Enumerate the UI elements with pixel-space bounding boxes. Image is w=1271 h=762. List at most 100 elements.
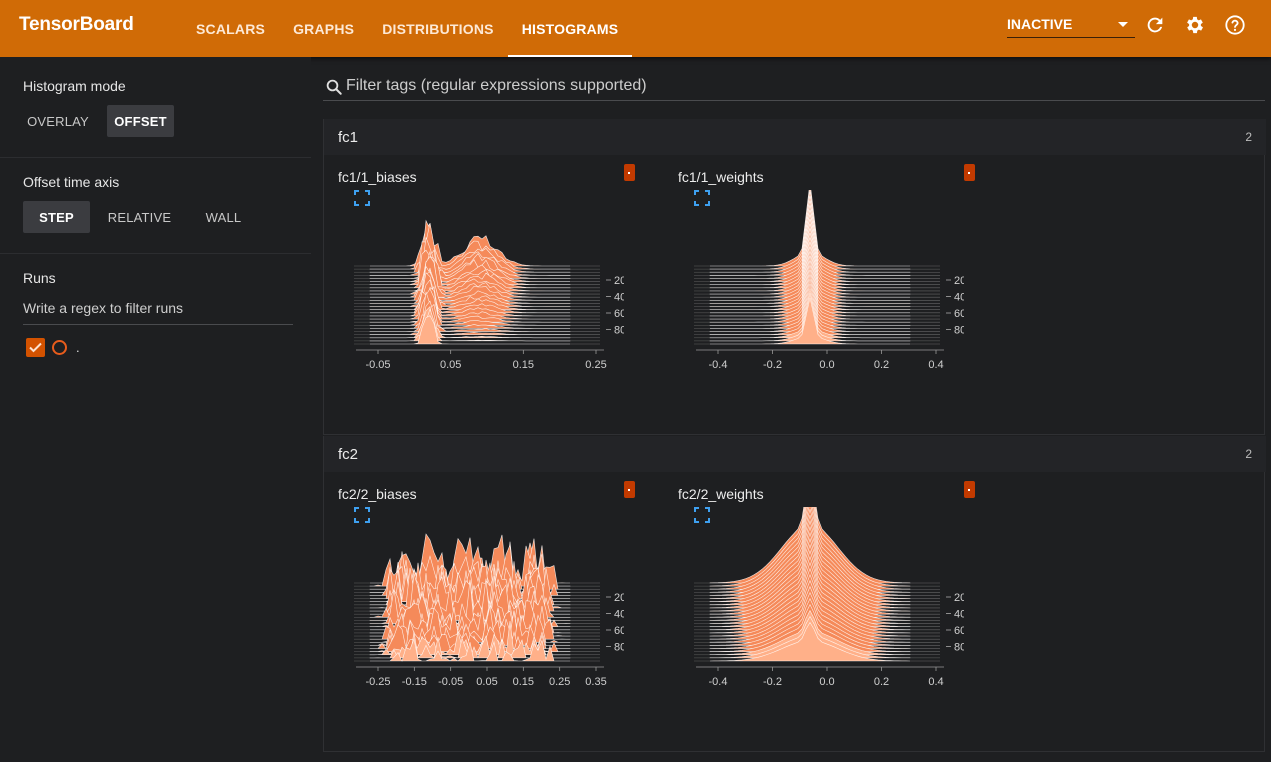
x-tick-label: -0.2: [763, 676, 782, 688]
histogram-ridge: [369, 305, 571, 339]
x-tick-label: 0.05: [476, 676, 497, 688]
runs-title: Runs: [23, 270, 56, 286]
x-tick-label: -0.4: [709, 359, 728, 371]
histogram-mode-title: Histogram mode: [23, 78, 126, 94]
app-title: TensorBoard: [19, 14, 134, 35]
x-tick-label: 0.25: [585, 359, 606, 371]
checkmark-icon: [29, 342, 42, 353]
histogram-chart: -0.05 0.05 0.15 0.25 20000 40000 60000 80000: [354, 219, 624, 371]
tab-distributions[interactable]: DISTRIBUTIONS: [382, 20, 494, 37]
x-tick-label: 0.2: [874, 676, 889, 688]
y-tick-label: 80000: [954, 642, 964, 654]
y-tick-label: 40000: [954, 609, 964, 621]
x-tick-label: -0.05: [365, 359, 390, 371]
help-icon[interactable]: [1224, 14, 1246, 36]
main-panel: Filter tags (regular expressions support…: [311, 57, 1271, 762]
x-tick-label: 0.35: [585, 676, 606, 688]
tag-filter-placeholder: Filter tags (regular expressions support…: [346, 77, 647, 94]
y-tick-label: 80000: [614, 325, 624, 337]
group-count: 2: [1245, 447, 1252, 461]
dropdown-value: INACTIVE: [1007, 16, 1073, 32]
histogram-ridge: [369, 265, 571, 304]
y-tick-label: 40000: [954, 292, 964, 304]
x-tick-label: -0.2: [763, 359, 782, 371]
run-badge: [964, 164, 975, 181]
group-header[interactable]: fc2 2: [324, 436, 1266, 472]
x-tick-label: 0.0: [819, 676, 834, 688]
run-color-swatch[interactable]: [52, 340, 67, 355]
histogram-ridge: [369, 286, 571, 323]
tag-group-fc2: fc2 2 fc2/2_biases -0.25 -0.15 -0.05 0.05 0.…: [323, 436, 1266, 752]
x-tick-label: 0.15: [513, 359, 534, 371]
card-title: fc1/1_biases: [338, 169, 417, 185]
runs-filter-input[interactable]: Write a regex to filter runs: [23, 300, 293, 325]
tag-filter-input[interactable]: Filter tags (regular expressions support…: [323, 73, 1265, 101]
tab-scalars[interactable]: SCALARS: [196, 20, 266, 37]
expand-icon[interactable]: [694, 507, 710, 523]
run-badge: [624, 164, 635, 181]
x-tick-label: -0.25: [365, 676, 390, 688]
tab-histograms[interactable]: HISTOGRAMS: [507, 0, 633, 57]
relative-axis-button[interactable]: RELATIVE: [107, 209, 172, 225]
x-tick-label: 0.2: [874, 359, 889, 371]
histogram-card-fc2-biases: fc2/2_biases -0.25 -0.15 -0.05 0.05 0.15 0.25…: [324, 473, 635, 733]
settings-gear-icon[interactable]: [1184, 14, 1206, 36]
inactive-dashboards-dropdown[interactable]: INACTIVE: [1007, 10, 1135, 38]
histogram-ridge: [710, 297, 910, 345]
overlay-mode-button[interactable]: OVERLAY: [27, 113, 89, 129]
tab-graphs[interactable]: GRAPHS: [293, 20, 355, 37]
histogram-ridge: [709, 621, 911, 662]
run-badge: [624, 481, 635, 498]
expand-icon[interactable]: [354, 190, 370, 206]
y-tick-label: 60000: [954, 308, 964, 320]
wall-axis-button[interactable]: WALL: [205, 209, 242, 225]
x-tick-label: -0.15: [402, 676, 427, 688]
x-tick-label: 0.05: [440, 359, 461, 371]
divider: [0, 157, 311, 158]
histogram-ridge: [369, 285, 571, 320]
y-tick-label: 60000: [614, 625, 624, 637]
y-tick-label: 60000: [614, 308, 624, 320]
step-axis-button[interactable]: STEP: [23, 201, 90, 233]
y-tick-label: 20000: [614, 275, 624, 287]
expand-icon[interactable]: [694, 190, 710, 206]
y-tick-label: 60000: [954, 625, 964, 637]
histogram-ridge: [370, 291, 570, 329]
group-header[interactable]: fc1 2: [324, 119, 1266, 155]
histogram-ridge: [369, 267, 571, 307]
run-item[interactable]: .: [26, 338, 80, 357]
histogram-ridge: [369, 300, 571, 335]
card-title: fc2/2_weights: [678, 486, 764, 502]
run-checkbox[interactable]: [26, 338, 45, 357]
histogram-ridge: [369, 223, 571, 279]
y-tick-label: 80000: [614, 642, 624, 654]
y-tick-label: 40000: [614, 609, 624, 621]
histogram-ridge: [370, 638, 570, 662]
x-tick-label: -0.4: [709, 676, 728, 688]
y-tick-label: 20000: [954, 275, 964, 287]
histogram-ridge: [370, 255, 570, 298]
histogram-card-fc1-weights: fc1/1_weights -0.4 -0.2 0.0 0.2 0.4 20000 4000…: [664, 156, 975, 416]
offset-time-axis-title: Offset time axis: [23, 174, 120, 190]
y-tick-label: 40000: [614, 292, 624, 304]
histogram-ridge: [369, 249, 571, 289]
histogram-chart: -0.25 -0.15 -0.05 0.05 0.15 0.25 0.35 20000 4000…: [354, 533, 624, 688]
x-tick-label: 0.15: [513, 676, 534, 688]
refresh-icon[interactable]: [1144, 14, 1166, 36]
x-tick-label: 0.25: [549, 676, 570, 688]
card-title: fc1/1_weights: [678, 169, 764, 185]
histogram-chart: -0.4 -0.2 0.0 0.2 0.4 20000 40000 60000 80000: [694, 190, 964, 371]
x-tick-label: 0.4: [928, 676, 943, 688]
group-name: fc2: [338, 446, 359, 463]
histogram-ridge: [369, 268, 571, 301]
card-title: fc2/2_biases: [338, 486, 417, 502]
group-count: 2: [1245, 130, 1252, 144]
histogram-card-fc2-weights: fc2/2_weights -0.4 -0.2 0.0 0.2 0.4 20000 4000…: [664, 473, 975, 733]
offset-mode-button[interactable]: OFFSET: [107, 105, 174, 137]
histogram-card-fc1-biases: fc1/1_biases -0.05 0.05 0.15 0.25 20000 40000…: [324, 156, 635, 416]
group-name: fc1: [338, 129, 359, 146]
x-tick-label: 0.4: [928, 359, 943, 371]
y-tick-label: 20000: [614, 592, 624, 604]
x-tick-label: 0.0: [819, 359, 834, 371]
expand-icon[interactable]: [354, 507, 370, 523]
